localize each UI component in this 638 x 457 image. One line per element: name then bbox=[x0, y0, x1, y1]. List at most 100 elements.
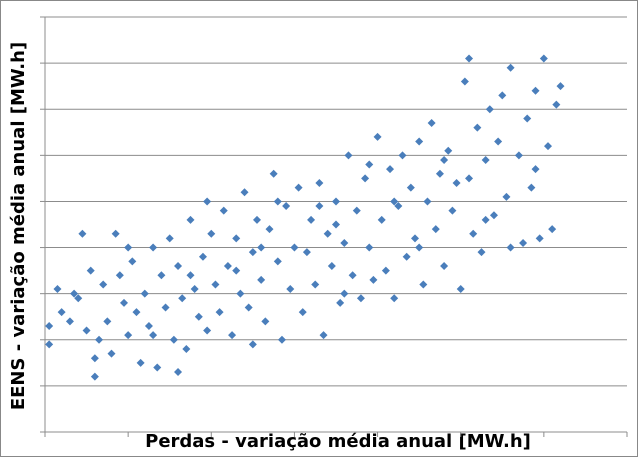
scatter-point bbox=[261, 317, 270, 326]
scatter-point bbox=[369, 275, 378, 284]
scatter-point bbox=[223, 262, 232, 270]
scatter-point bbox=[361, 174, 370, 183]
scatter-point bbox=[128, 257, 137, 266]
scatter-point bbox=[415, 243, 424, 252]
scatter-point bbox=[90, 354, 99, 363]
scatter-point bbox=[344, 151, 353, 160]
scatter-point bbox=[78, 229, 87, 238]
scatter-point bbox=[336, 298, 345, 307]
scatter-point bbox=[315, 179, 324, 187]
scatter-point bbox=[302, 248, 311, 257]
scatter-point bbox=[74, 294, 83, 303]
scatter-point bbox=[535, 234, 544, 243]
scatter-point bbox=[257, 275, 266, 284]
scatter-point bbox=[186, 271, 195, 280]
scatter-point bbox=[465, 54, 474, 63]
scatter-point bbox=[315, 202, 324, 211]
scatter-point bbox=[523, 114, 532, 123]
scatter-point bbox=[406, 183, 415, 192]
scatter-point bbox=[323, 229, 332, 238]
scatter-point bbox=[228, 331, 237, 340]
scatter-point bbox=[332, 197, 340, 206]
scatter-point bbox=[485, 105, 494, 114]
scatter-point bbox=[356, 294, 365, 303]
scatter-point bbox=[211, 280, 220, 289]
scatter-point bbox=[174, 368, 183, 377]
scatter-point bbox=[477, 248, 486, 257]
scatter-point bbox=[481, 215, 490, 224]
scatter-point bbox=[132, 308, 141, 317]
scatter-point bbox=[332, 220, 340, 229]
scatter-point bbox=[232, 266, 241, 275]
scatter-point bbox=[144, 321, 153, 330]
scatter-point bbox=[519, 238, 528, 247]
scatter-point bbox=[423, 197, 432, 206]
scatter-point bbox=[103, 317, 112, 326]
scatter-point bbox=[253, 215, 262, 224]
scatter-point bbox=[548, 225, 557, 234]
scatter-point bbox=[236, 289, 245, 298]
scatter-point bbox=[465, 174, 474, 183]
scatter-point bbox=[119, 298, 128, 307]
scatter-point bbox=[186, 215, 195, 224]
scatter-point bbox=[153, 363, 162, 372]
scatter-point bbox=[219, 206, 228, 215]
scatter-point bbox=[174, 262, 183, 270]
scatter-point bbox=[157, 271, 166, 280]
scatter-point bbox=[115, 271, 124, 280]
scatter-point bbox=[552, 100, 561, 109]
scatter-point bbox=[556, 82, 565, 91]
scatter-point bbox=[286, 285, 295, 294]
scatter-point bbox=[539, 54, 548, 63]
scatter-point bbox=[431, 225, 440, 234]
scatter-point bbox=[348, 271, 357, 280]
scatter-point bbox=[86, 266, 95, 275]
scatter-point bbox=[415, 137, 424, 146]
scatter-point bbox=[240, 188, 249, 197]
scatter-point bbox=[527, 183, 536, 192]
scatter-point bbox=[111, 229, 120, 238]
scatter-point bbox=[182, 345, 191, 353]
scatter-point bbox=[506, 243, 515, 252]
scatter-point bbox=[494, 137, 503, 146]
scatter-point bbox=[57, 308, 66, 317]
scatter-point bbox=[257, 243, 266, 252]
scatter-point bbox=[381, 266, 390, 275]
scatter-point bbox=[248, 340, 257, 349]
y-axis-title: EENS - variação média anual [MW.h] bbox=[8, 42, 29, 410]
scatter-point bbox=[273, 257, 282, 266]
scatter-point bbox=[277, 335, 286, 344]
scatter-point bbox=[161, 303, 170, 312]
scatter-point bbox=[248, 248, 257, 257]
scatter-point bbox=[402, 252, 411, 261]
scatter-point bbox=[352, 206, 361, 215]
scatter-point bbox=[149, 331, 158, 340]
scatter-point bbox=[70, 289, 79, 298]
scatter-point bbox=[53, 285, 62, 294]
scatter-point bbox=[456, 285, 465, 294]
scatter-point bbox=[386, 165, 395, 174]
scatter-point bbox=[469, 229, 478, 238]
scatter-point bbox=[473, 123, 482, 132]
scatter-point bbox=[319, 331, 328, 340]
scatter-point bbox=[203, 197, 212, 206]
scatter-point bbox=[531, 165, 540, 174]
scatter-point bbox=[531, 86, 540, 95]
scatter-point bbox=[207, 229, 216, 238]
x-axis-title: Perdas - variação média anual [MW.h] bbox=[145, 431, 531, 452]
scatter-point bbox=[394, 202, 403, 211]
scatter-point bbox=[269, 169, 278, 178]
scatter-point bbox=[90, 372, 99, 381]
scatter-point bbox=[448, 206, 457, 215]
scatter-point bbox=[294, 183, 303, 192]
scatter-point bbox=[45, 321, 54, 330]
scatter-point bbox=[390, 197, 399, 206]
scatter-point bbox=[190, 285, 199, 294]
scatter-point bbox=[273, 197, 282, 206]
scatter-point bbox=[390, 294, 399, 303]
scatter-point bbox=[124, 331, 133, 340]
scatter-point bbox=[435, 169, 444, 178]
scatter-point bbox=[410, 234, 419, 243]
scatter-point bbox=[203, 326, 212, 335]
